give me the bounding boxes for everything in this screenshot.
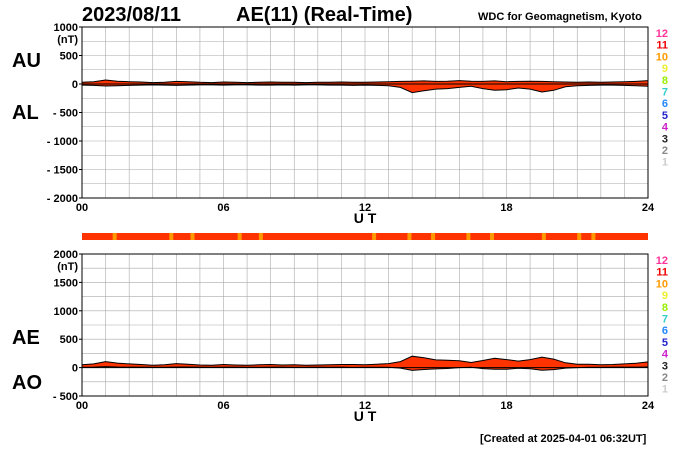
plot-frame xyxy=(81,253,649,397)
x-tick-label: 00 xyxy=(76,202,88,214)
legend-level-label: 7 xyxy=(662,87,668,99)
legend-level-label: 6 xyxy=(662,325,668,337)
y-tick-label: 500 xyxy=(60,334,78,346)
status-strip-segment xyxy=(431,233,436,240)
y-tick-label: 500 xyxy=(60,51,78,63)
legend-level-label: 1 xyxy=(662,384,668,396)
station-status-strip xyxy=(82,233,648,240)
legend-level-label: 10 xyxy=(656,51,668,63)
legend-level-label: 4 xyxy=(662,122,669,134)
legend-level-label: 3 xyxy=(662,133,668,145)
legend-level-label: 8 xyxy=(662,75,668,87)
y-tick-label: - 1000 xyxy=(47,136,78,148)
status-strip-segment xyxy=(190,233,195,240)
legend-level-label: 9 xyxy=(662,63,668,75)
legend-level-label: 4 xyxy=(662,349,669,361)
y-tick-label: - 500 xyxy=(53,391,78,403)
status-strip-segment xyxy=(237,233,242,240)
legend-level-label: 6 xyxy=(662,98,668,110)
legend-level-label: 8 xyxy=(662,302,668,314)
y-tick-label: 2000 xyxy=(54,249,78,261)
status-strip-segment xyxy=(489,233,494,240)
y-tick-label: 1500 xyxy=(54,277,78,289)
legend-level-label: 11 xyxy=(656,267,668,279)
x-axis-label: U T xyxy=(354,210,377,226)
legend-level-label: 2 xyxy=(662,145,668,157)
legend-level-label: 5 xyxy=(662,337,668,349)
legend-level-label: 5 xyxy=(662,110,668,122)
chart-date-title: 2023/08/11 xyxy=(82,4,181,26)
status-strip-segment xyxy=(541,233,546,240)
au-label: AU xyxy=(12,50,41,72)
created-timestamp: [Created at 2025-04-01 06:32UT] xyxy=(480,433,647,445)
y-tick-label: 1000 xyxy=(54,22,78,34)
y-unit-label: (nT) xyxy=(57,34,78,46)
status-strip-segment xyxy=(591,233,596,240)
status-strip-segment xyxy=(169,233,174,240)
y-unit-label: (nT) xyxy=(57,261,78,273)
series-line-ao xyxy=(81,366,649,371)
x-tick-label: 24 xyxy=(642,400,655,412)
status-strip-segment xyxy=(258,233,263,240)
y-tick-label: 0 xyxy=(72,79,78,91)
y-tick-label: - 1500 xyxy=(47,165,78,177)
x-axis-label: U T xyxy=(354,408,377,424)
ae-label: AE xyxy=(12,327,40,349)
legend-level-label: 7 xyxy=(662,314,668,326)
legend-level-label: 12 xyxy=(656,28,668,40)
x-tick-label: 12 xyxy=(359,202,371,214)
x-tick-label: 06 xyxy=(217,202,229,214)
legend-level-label: 10 xyxy=(656,278,668,290)
y-tick-label: 1000 xyxy=(54,306,78,318)
x-tick-label: 12 xyxy=(359,400,371,412)
status-strip-segment xyxy=(112,233,117,240)
status-strip-segment xyxy=(407,233,412,240)
y-tick-label: 0 xyxy=(72,363,78,375)
x-tick-label: 18 xyxy=(500,400,512,412)
legend-level-label: 3 xyxy=(662,360,668,372)
y-tick-label: - 500 xyxy=(53,108,78,120)
legend-level-label: 11 xyxy=(656,40,668,52)
legend-level-label: 2 xyxy=(662,372,668,384)
x-tick-label: 24 xyxy=(642,202,655,214)
data-source-label: WDC for Geomagnetism, Kyoto xyxy=(478,11,642,23)
series-line-au xyxy=(81,79,649,84)
legend-level-label: 1 xyxy=(662,157,668,169)
status-strip-segment xyxy=(466,233,471,240)
x-tick-label: 18 xyxy=(500,202,512,214)
legend-level-label: 12 xyxy=(656,255,668,267)
al-label: AL xyxy=(12,102,39,124)
ao-label: AO xyxy=(12,372,42,394)
x-tick-label: 00 xyxy=(76,400,88,412)
series-line-ae xyxy=(81,355,649,366)
chart-main-title: AE(11) (Real-Time) xyxy=(236,4,413,26)
panel-0: 1000 500 0 - 500 - 1000 - 1500 - 2000 (nT) 00 06 1… xyxy=(47,22,669,226)
status-strip-segment xyxy=(372,233,377,240)
status-strip-segment xyxy=(577,233,582,240)
legend-level-label: 9 xyxy=(662,290,668,302)
series-line-al xyxy=(81,84,649,94)
y-tick-label: - 2000 xyxy=(47,193,78,205)
x-tick-label: 06 xyxy=(217,400,229,412)
